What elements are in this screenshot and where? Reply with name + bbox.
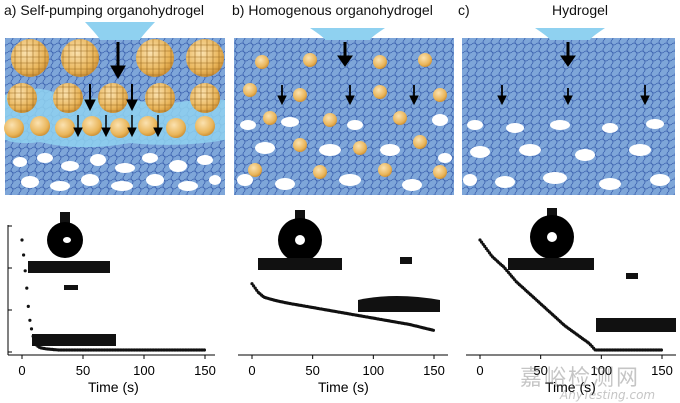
panel-a-label: a) Self-pumping organohydrogel xyxy=(4,2,204,18)
plot-c-xlabel: Time (s) xyxy=(545,379,596,395)
plot-a-xlabel: Time (s) xyxy=(88,379,139,395)
panel-b-label: b) Homogenous organohydrogel xyxy=(232,2,433,18)
data-point xyxy=(28,318,32,322)
oil-droplets-a xyxy=(4,39,224,138)
data-point xyxy=(22,253,26,257)
data-point xyxy=(202,348,206,352)
data-point xyxy=(483,244,487,248)
pores-a xyxy=(13,153,221,191)
data-point xyxy=(26,304,30,308)
x-tick-label: 150 xyxy=(194,363,216,378)
x-tick-label: 50 xyxy=(76,363,90,378)
panel-c-label: c) xyxy=(458,2,470,18)
droplet-inset-c xyxy=(508,208,676,332)
x-tick-label: 150 xyxy=(651,363,673,378)
oil-droplets-b xyxy=(243,53,447,179)
x-tick-label: 50 xyxy=(533,363,547,378)
flow-arrows-b xyxy=(277,42,419,106)
droplet-inset-b xyxy=(258,210,440,312)
pores-c xyxy=(463,119,670,190)
data-point xyxy=(250,282,254,286)
x-tick-label: 100 xyxy=(133,363,155,378)
water-drop-a xyxy=(85,22,155,40)
data-point xyxy=(33,340,37,344)
flow-arrows-a xyxy=(73,42,163,138)
panel-c-title: Hydrogel xyxy=(552,2,608,18)
plot-b-xlabel: Time (s) xyxy=(318,379,369,395)
flow-arrows-c xyxy=(497,42,650,106)
data-point xyxy=(431,328,435,332)
droplet-inset-a xyxy=(28,212,116,346)
x-tick-label: 50 xyxy=(305,363,319,378)
x-tick-label: 100 xyxy=(362,363,384,378)
data-point xyxy=(20,238,24,242)
data-point xyxy=(25,286,29,290)
data-curves xyxy=(20,238,664,352)
plot-a-axes xyxy=(7,225,215,356)
panel-b-schematic xyxy=(234,28,454,195)
x-tick-label: 100 xyxy=(590,363,612,378)
pores-b xyxy=(237,114,452,191)
x-tick-label: 0 xyxy=(248,363,255,378)
data-point xyxy=(23,269,27,273)
panel-c-schematic xyxy=(462,28,675,195)
axis-ticks: 0 50 100 150 0 50 100 150 0 50 100 150 xyxy=(18,355,673,378)
data-point xyxy=(480,240,484,244)
data-point xyxy=(29,327,34,331)
data-point xyxy=(252,284,256,288)
data-point xyxy=(659,348,664,352)
x-tick-label: 0 xyxy=(476,363,483,378)
data-point xyxy=(486,249,490,253)
x-tick-label: 0 xyxy=(18,363,25,378)
x-tick-label: 150 xyxy=(423,363,445,378)
data-point xyxy=(31,334,35,338)
panel-a-schematic xyxy=(4,22,225,195)
